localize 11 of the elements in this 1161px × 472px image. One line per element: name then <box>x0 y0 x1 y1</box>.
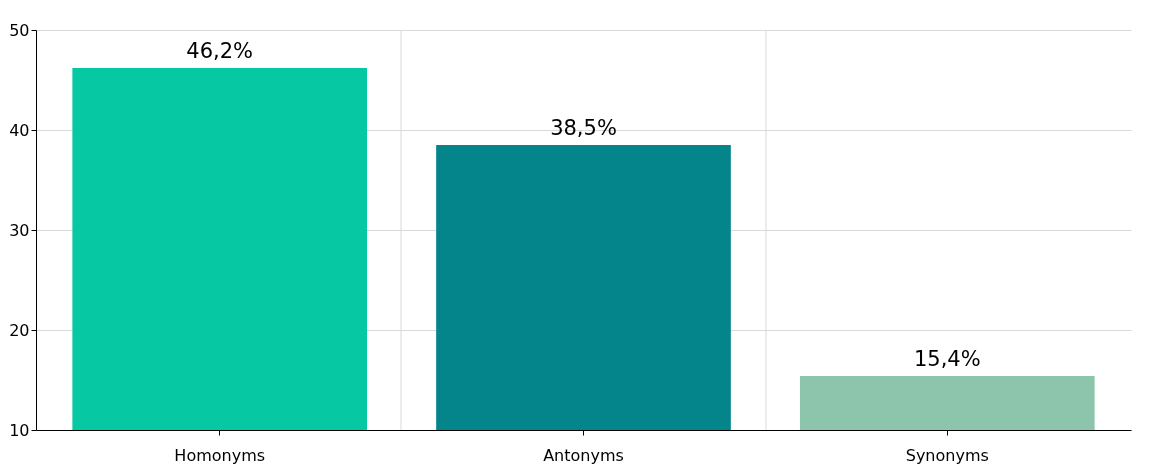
x-tick-label: Homonyms <box>174 445 266 465</box>
y-tick-label: 30 <box>9 220 30 240</box>
x-tick-label: Synonyms <box>905 445 989 465</box>
data-label: 38,5% <box>550 116 617 140</box>
data-label: 46,2% <box>186 39 254 63</box>
x-tick-label: Antonyms <box>543 445 624 465</box>
data-label: 15,4% <box>913 347 981 371</box>
y-tick-label: 50 <box>9 20 30 40</box>
y-tick-label: 40 <box>9 120 30 140</box>
y-tick-label: 10 <box>9 420 30 440</box>
y-tick-label: 20 <box>9 320 30 340</box>
